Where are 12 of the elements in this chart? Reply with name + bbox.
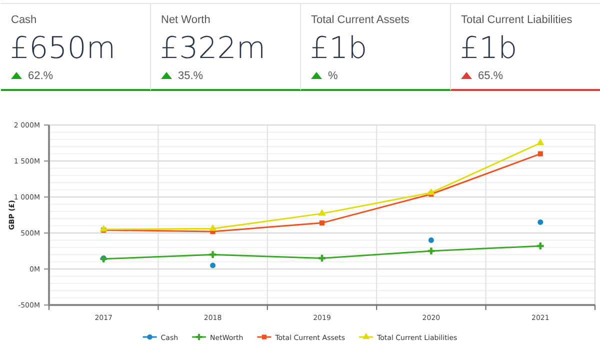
text: Net Worth: [161, 14, 210, 26]
text: 62.%: [28, 70, 54, 82]
text: %: [328, 70, 338, 82]
text: Total Current Liabilities: [461, 14, 572, 26]
text: Total Current Assets: [311, 14, 410, 26]
text: £1b: [460, 31, 518, 66]
text: £650m: [10, 31, 116, 66]
text: Cash: [11, 14, 37, 26]
text: £1b: [310, 31, 368, 66]
text: 65.%: [478, 70, 504, 82]
text: 35.%: [178, 70, 204, 82]
text: £322m: [160, 31, 266, 66]
